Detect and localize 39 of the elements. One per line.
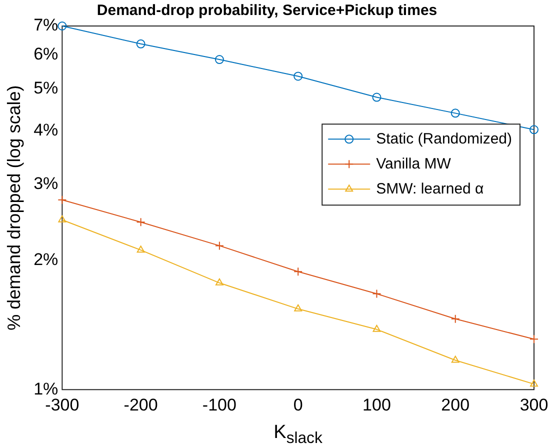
y-tick-label: 4% [34, 120, 58, 140]
point [451, 356, 460, 363]
point [530, 380, 538, 387]
y-axis-title: % demand dropped (log scale) [4, 85, 24, 330]
y-tick-label: 6% [34, 44, 58, 64]
legend-label: Static (Randomized) [376, 130, 512, 148]
x-tick-label: -100 [202, 395, 236, 414]
point [530, 334, 538, 344]
point [372, 92, 382, 102]
y-tick-label: 5% [34, 78, 58, 98]
chart-title: Demand-drop probability, Service+Pickup times [96, 2, 438, 20]
point [294, 267, 303, 276]
point [58, 22, 67, 30]
point [294, 72, 303, 81]
x-tick-label: 100 [362, 395, 391, 414]
point [215, 278, 224, 286]
point [214, 241, 224, 250]
point [450, 314, 460, 324]
x-tick-label: 300 [520, 395, 548, 414]
point [530, 125, 538, 134]
point [294, 304, 302, 312]
point [58, 215, 66, 222]
legend-label: SMW: learned α [376, 180, 484, 198]
point [136, 218, 146, 227]
y-tick-label: 7% [34, 16, 58, 35]
point [214, 55, 224, 64]
x-tick-label: -200 [124, 395, 158, 414]
point [136, 39, 146, 48]
point [372, 289, 382, 298]
x-tick-label: 0 [293, 395, 303, 414]
x-axis-title: K$_{slack}$ [272, 422, 324, 445]
y-tick-label: 3% [34, 174, 58, 194]
point [58, 195, 67, 204]
point [136, 246, 145, 253]
point [372, 324, 381, 332]
x-tick-label: 200 [441, 395, 470, 414]
point [450, 108, 460, 118]
legend-label: Vanilla MW [376, 155, 452, 172]
y-tick-label: 2% [34, 250, 58, 269]
